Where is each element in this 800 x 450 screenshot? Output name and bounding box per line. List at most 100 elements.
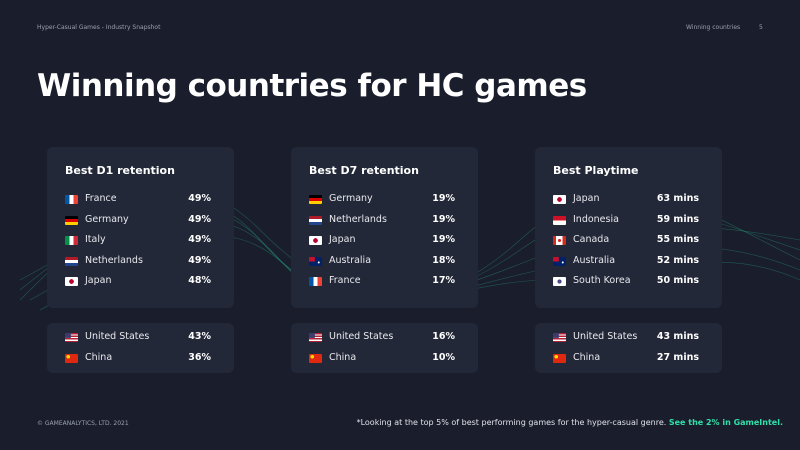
country-value: 55 mins xyxy=(656,234,699,245)
country-row: Germany 49% xyxy=(65,214,211,228)
flag-icon xyxy=(553,195,566,204)
flag-icon xyxy=(65,277,78,286)
card-bottom: United States 43% China 36% xyxy=(47,323,234,373)
country-name: China xyxy=(85,351,113,363)
country-row: China 27 mins xyxy=(553,352,699,366)
country-row: Indonesia 59 mins xyxy=(553,214,699,228)
flag-icon xyxy=(553,215,566,225)
country-row: France 49% xyxy=(65,193,211,207)
country-value: 63 mins xyxy=(656,193,699,204)
country-value: 10% xyxy=(432,351,455,363)
country-row: Japan 48% xyxy=(65,275,211,289)
country-row: Japan 19% xyxy=(309,234,455,248)
country-row: Canada 55 mins xyxy=(553,234,699,248)
flag-icon xyxy=(65,215,78,225)
country-value: 36% xyxy=(188,351,211,363)
country-value: 16% xyxy=(432,331,455,342)
card-bottom: United States 43 mins China 27 mins xyxy=(535,323,722,373)
country-row: China 36% xyxy=(65,352,211,366)
flag-icon xyxy=(553,236,566,245)
country-value: 50 mins xyxy=(656,275,699,286)
card-title: Best Playtime xyxy=(553,164,639,177)
flag-icon xyxy=(309,333,322,342)
country-row: Australia 18% xyxy=(309,255,455,269)
slide-title: Winning countries for HC games xyxy=(37,68,587,104)
flag-icon xyxy=(309,353,322,363)
country-name: China xyxy=(573,351,601,363)
country-value: 18% xyxy=(432,254,455,266)
card-bottom: United States 16% China 10% xyxy=(291,323,478,373)
flag-icon xyxy=(309,236,322,245)
country-name: Italy xyxy=(85,234,106,245)
country-row: Australia 52 mins xyxy=(553,255,699,269)
card-title: Best D7 retention xyxy=(309,164,419,177)
flag-icon xyxy=(65,353,78,363)
flag-icon xyxy=(65,256,78,266)
footnote: *Looking at the top 5% of best performin… xyxy=(357,418,783,427)
page-number: 5 xyxy=(759,24,763,31)
card-top: Best Playtime Japan 63 mins Indonesia 59 min… xyxy=(535,147,722,308)
copyright: © GAMEANALYTICS, LTD. 2021 xyxy=(37,420,129,427)
card-top: Best D1 retention France 49% Germany 49% Ital… xyxy=(47,147,234,308)
header-section: Winning countries xyxy=(686,24,741,31)
flag-icon xyxy=(309,215,322,225)
country-name: Netherlands xyxy=(329,213,387,225)
country-row: Japan 63 mins xyxy=(553,193,699,207)
flag-icon xyxy=(309,256,322,266)
country-row: Netherlands 49% xyxy=(65,255,211,269)
flag-icon xyxy=(309,195,322,204)
country-row: Italy 49% xyxy=(65,234,211,248)
country-value: 49% xyxy=(188,254,211,266)
flag-icon xyxy=(553,333,566,342)
flag-icon xyxy=(553,277,566,286)
country-name: Australia xyxy=(573,254,616,266)
card-top: Best D7 retention Germany 19% Netherlands 19… xyxy=(291,147,478,308)
country-value: 52 mins xyxy=(656,254,699,266)
country-value: 43% xyxy=(188,331,211,342)
note-text: *Looking at the top 5% of best performin… xyxy=(356,418,667,427)
country-row: United States 43 mins xyxy=(553,331,699,345)
country-name: Canada xyxy=(573,234,610,245)
country-name: United States xyxy=(573,331,638,342)
flag-icon xyxy=(65,236,78,245)
country-value: 19% xyxy=(432,234,455,245)
country-row: France 17% xyxy=(309,275,455,289)
country-row: United States 16% xyxy=(309,331,455,345)
country-name: France xyxy=(85,193,117,204)
country-value: 48% xyxy=(188,275,211,286)
country-name: Australia xyxy=(329,254,372,266)
country-name: United States xyxy=(85,331,150,342)
country-value: 43 mins xyxy=(656,331,699,342)
country-row: United States 43% xyxy=(65,331,211,345)
country-row: Netherlands 19% xyxy=(309,214,455,228)
country-row: South Korea 50 mins xyxy=(553,275,699,289)
country-value: 27 mins xyxy=(656,351,699,363)
country-value: 49% xyxy=(188,213,211,225)
country-name: Indonesia xyxy=(573,213,619,225)
country-name: Netherlands xyxy=(85,254,143,266)
country-value: 49% xyxy=(188,234,211,245)
link[interactable]: See the 2% in GameIntel. xyxy=(668,418,783,427)
card-title: Best D1 retention xyxy=(65,164,175,177)
country-value: 49% xyxy=(188,193,211,204)
flag-icon xyxy=(65,195,78,204)
country-name: Japan xyxy=(329,234,356,245)
country-name: South Korea xyxy=(573,275,631,286)
country-name: France xyxy=(329,275,361,286)
country-value: 59 mins xyxy=(656,213,699,225)
country-row: China 10% xyxy=(309,352,455,366)
flag-icon xyxy=(65,333,78,342)
flag-icon xyxy=(553,353,566,363)
country-name: China xyxy=(329,351,357,363)
header-left: Hyper-Casual Games - Industry Snapshot xyxy=(37,24,161,31)
flag-icon xyxy=(553,256,566,266)
flag-icon xyxy=(309,277,322,286)
country-name: Japan xyxy=(85,275,112,286)
country-name: Japan xyxy=(573,193,600,204)
country-name: United States xyxy=(329,331,394,342)
country-name: Germany xyxy=(329,193,373,204)
country-row: Germany 19% xyxy=(309,193,455,207)
country-value: 17% xyxy=(432,275,455,286)
country-value: 19% xyxy=(432,213,455,225)
